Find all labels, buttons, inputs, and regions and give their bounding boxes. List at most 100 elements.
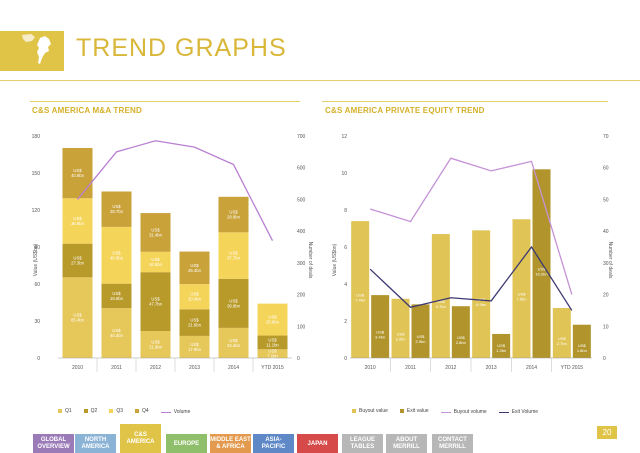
- data-label: 2.7bn: [557, 341, 567, 346]
- bar-segment-q4: [140, 213, 171, 252]
- nav-tab-europe[interactable]: EUROPE: [166, 434, 207, 453]
- data-label: US$: [518, 292, 527, 297]
- nav-tab-about-merrill[interactable]: ABOUT MERRILL: [386, 434, 427, 453]
- x-tick-label: 2013: [486, 365, 497, 371]
- data-label: 6.7bn: [436, 304, 446, 309]
- y2-tick-label: 30: [603, 261, 609, 267]
- nav-tab-contact-merrill[interactable]: CONTACT MERRILL: [432, 434, 473, 453]
- x-tick-label: 2011: [111, 365, 122, 371]
- nav-tab-asia-pacific[interactable]: ASIA- PACIFIC: [253, 434, 294, 453]
- bar-buyout-value: [431, 234, 450, 358]
- nav-tab-c-s-america[interactable]: C&S AMERICA: [120, 424, 161, 453]
- bar-segment-q3: [101, 226, 132, 284]
- volume-line: [76, 140, 274, 241]
- y2-tick-label: 70: [603, 134, 609, 140]
- data-label: 6.9bn: [476, 302, 486, 307]
- bar-segment-q3: [62, 198, 93, 244]
- data-label: US$: [229, 210, 238, 215]
- legend-label: Q3: [116, 408, 124, 414]
- y2-tick-label: 10: [603, 324, 609, 330]
- data-label: US$: [112, 204, 121, 209]
- bar-segment-q2: [257, 335, 288, 350]
- bar-segment-q2: [62, 243, 93, 278]
- legend-label: Exit value: [406, 408, 429, 414]
- y-tick-label: 0: [344, 356, 347, 362]
- bar-segment-q2: [179, 309, 210, 336]
- y-tick-label: 180: [32, 134, 41, 140]
- bar-segment-q3: [179, 284, 210, 310]
- y2-tick-label: 60: [603, 166, 609, 172]
- nav-tab-league-tables[interactable]: LEAGUE TABLES: [342, 434, 383, 453]
- data-label: 40.8bn: [71, 173, 84, 178]
- legend-swatch: [109, 409, 114, 413]
- data-label: 28.8bn: [227, 215, 240, 220]
- page-title: TREND GRAPHS: [76, 34, 287, 62]
- nav-tab-japan[interactable]: JAPAN: [297, 434, 338, 453]
- y2-tick-label: 100: [297, 324, 306, 330]
- bar-segment-q1: [140, 330, 171, 358]
- data-label: US$: [397, 331, 406, 336]
- legend-swatch: [135, 409, 140, 413]
- bar-segment-q1: [257, 349, 288, 358]
- y2-tick-label: 400: [297, 229, 306, 235]
- x-tick-label: YTD 2015: [561, 365, 584, 371]
- data-label: 21.6bn: [188, 323, 201, 328]
- x-tick-label: 2010: [365, 365, 376, 371]
- legend-swatch: [440, 411, 451, 413]
- y2-tick-label: 600: [297, 166, 306, 172]
- data-label: 39.8bn: [227, 303, 240, 308]
- data-label: US$: [376, 330, 385, 335]
- data-label: 17.9bn: [188, 347, 201, 352]
- data-label: 2.8bn: [456, 340, 466, 345]
- data-label: 31.4bn: [149, 232, 162, 237]
- nav-tab-middle-east-africa[interactable]: MIDDLE EAST & AFRICA: [210, 434, 251, 453]
- y2-tick-label: 20: [603, 293, 609, 299]
- data-label: US$: [268, 349, 277, 354]
- bar-buyout-value: [472, 230, 491, 358]
- bar-segment-q2: [218, 278, 249, 328]
- bar-segment-q3: [218, 232, 249, 279]
- y2-tick-label: 40: [603, 229, 609, 235]
- x-tick-label: 2012: [150, 365, 161, 371]
- bar-exit-value: [451, 306, 470, 358]
- legend-label: Q4: [142, 408, 149, 414]
- x-tick-label: 2014: [526, 365, 537, 371]
- data-label: 3.4bn: [375, 335, 385, 340]
- y-tick-label: 6: [344, 245, 347, 251]
- data-label: US$: [190, 318, 199, 323]
- y-tick-label: 4: [344, 282, 347, 288]
- y2-tick-label: 700: [297, 134, 306, 140]
- data-label: 10.2bn: [535, 272, 547, 277]
- x-tick-label: 2013: [189, 365, 200, 371]
- data-label: US$: [578, 343, 587, 348]
- chart2-legend: Buyout value Exit value Buyout volume Exit …: [352, 400, 550, 415]
- bar-segment-q4: [179, 251, 210, 285]
- bar-segment-q4: [62, 147, 93, 199]
- data-label: US$: [538, 267, 547, 272]
- y2-tick-label: 0: [603, 356, 606, 362]
- bar-segment-q2: [140, 272, 171, 331]
- legend-item: Exit value: [399, 408, 429, 414]
- bar-segment-q1: [101, 308, 132, 358]
- data-label: US$: [497, 343, 506, 348]
- data-label: 26.4bn: [188, 268, 201, 273]
- legend-item: Volume: [160, 409, 190, 415]
- bar-exit-value: [371, 295, 390, 358]
- data-label: 7.1bn: [267, 354, 278, 359]
- data-label: 27.3bn: [71, 261, 84, 266]
- data-label: 25.9bn: [266, 320, 279, 325]
- chart2-title: C&S AMERICA PRIVATE EQUITY TREND: [325, 106, 485, 115]
- data-label: US$: [356, 293, 365, 298]
- nav-tab-global-overview[interactable]: GLOBAL OVERVIEW: [33, 434, 74, 453]
- private-equity-trend-chart: Value (US$bn) Number of deals US$7.4bnUS…: [332, 134, 613, 372]
- legend-label: Exit Volume: [511, 409, 539, 416]
- exit-volume-line: [369, 245, 573, 311]
- data-label: 1.3bn: [496, 348, 506, 353]
- bar-segment-q4: [101, 191, 132, 227]
- header-divider: [0, 80, 640, 81]
- data-label: US$: [73, 168, 82, 173]
- legend-item: Q2: [83, 408, 97, 414]
- nav-tab-north-america[interactable]: NORTH AMERICA: [75, 434, 116, 453]
- x-tick-label: 2012: [445, 365, 456, 371]
- chart1-title-rule: [30, 101, 300, 102]
